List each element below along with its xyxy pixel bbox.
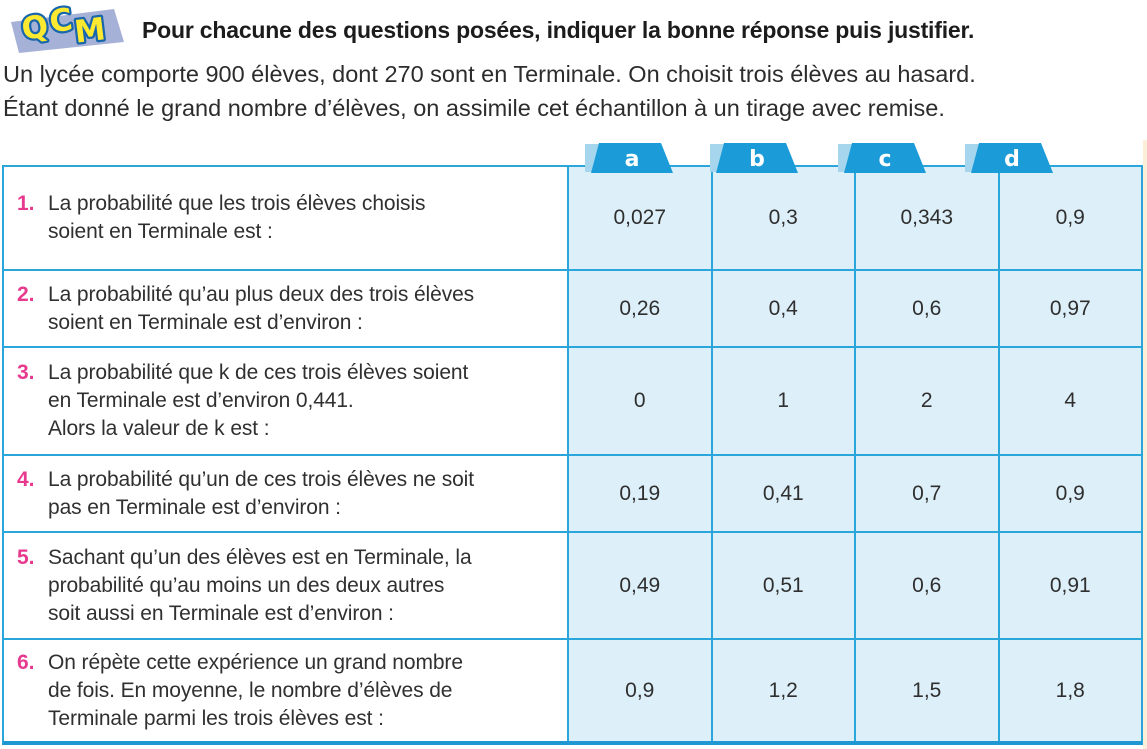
answer-cell: 0,6 [854,531,998,638]
question-number: 3. [17,361,35,384]
question-text: La probabilité que les trois élèves choi… [48,192,426,243]
answer-cell: 0,4 [710,269,854,346]
answer-cell: 0,6 [854,269,998,346]
column-tab-a: a [585,143,673,173]
column-tab-label: c [878,147,891,172]
question-text: On répète cette expérience un grand nomb… [48,650,463,730]
logo-letter-c: C [47,4,75,40]
qcm-table-wrap: a b c d 1. La probabilité que les trois é… [2,143,1143,745]
logo-bg-shape [11,9,124,53]
intro-line-1: Un lycée comporte 900 élèves, dont 270 s… [3,61,976,87]
qcm-table: 1. La probabilité que les trois élèves ch… [2,165,1143,745]
answer-cell: 0,91 [997,531,1141,638]
question-text: La probabilité que k de ces trois élèves… [48,361,469,440]
answer-cell: 0,26 [567,269,711,346]
answer-cell: 0,51 [710,531,854,638]
question-number: 2. [17,282,35,306]
column-tab-label: d [1004,147,1020,172]
answer-cell: 0,9 [997,454,1141,531]
answer-cell: 0 [567,346,711,454]
answer-cell: 0,3 [710,167,854,269]
answer-cell: 1,5 [854,638,998,741]
qcm-logo: Q C M [11,4,124,53]
question-text: La probabilité qu’un de ces trois élèves… [48,467,474,519]
intro-paragraph: Un lycée comporte 900 élèves, dont 270 s… [3,57,1103,125]
question-cell: 3. La probabilité que k de ces trois élèv… [4,346,567,454]
answer-cell: 0,19 [567,454,711,531]
question-cell: 6. On répète cette expérience un grand no… [4,638,567,741]
question-cell: 4. La probabilité qu’un de ces trois élèv… [4,454,567,531]
answer-cell: 0,97 [997,269,1141,346]
answer-cell: 0,7 [854,454,998,531]
question-number: 6. [17,650,35,674]
exercise-header: Q C M Pour chacune des questions posées,… [6,4,974,56]
answer-cell: 0,9 [567,638,711,741]
question-number: 5. [17,545,35,569]
answer-cell: 0,49 [567,531,711,638]
column-tab-d: d [965,143,1053,173]
tab-shape [716,143,798,173]
instruction-text: Pour chacune des questions posées, indiq… [142,16,975,43]
answer-cell: 1,8 [997,638,1141,741]
answer-cell: 0,9 [997,167,1141,269]
column-tab-c: c [838,143,926,173]
question-cell: 2. La probabilité qu’au plus deux des tro… [4,269,567,346]
column-tab-b: b [710,143,798,173]
logo-letter-q: Q [19,8,51,48]
intro-line-2: Étant donné le grand nombre d’élèves, on… [3,95,945,121]
question-number: 4. [17,467,35,491]
answer-cell: 4 [997,346,1141,454]
column-tab-label: a [625,147,640,172]
answer-cell: 2 [854,346,998,454]
answer-cell: 0,027 [567,167,711,269]
tab-shape [844,143,926,173]
tab-shape [591,143,673,173]
answer-cell: 1 [710,346,854,454]
question-text: La probabilité qu’au plus deux des trois… [48,282,475,334]
tab-shape [971,143,1053,173]
answer-cell: 0,343 [854,167,998,269]
question-cell: 1. La probabilité que les trois élèves ch… [4,167,567,269]
answer-cell: 0,41 [710,454,854,531]
question-text: Sachant qu’un des élèves est en Terminal… [48,545,472,625]
answer-cell: 1,2 [710,638,854,741]
column-tab-label: b [749,147,765,172]
question-cell: 5. Sachant qu’un des élèves est en Termin… [4,531,567,638]
page-edge-strip [1143,140,1147,749]
question-number: 1. [17,192,35,215]
logo-letter-m: M [72,11,107,50]
